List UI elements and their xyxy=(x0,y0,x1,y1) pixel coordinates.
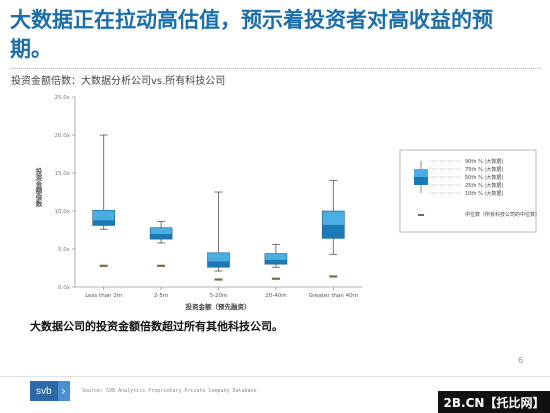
median-marker-all-tech xyxy=(214,278,223,281)
box-outline xyxy=(264,253,288,265)
box-outline xyxy=(92,209,115,226)
box-upper-quartile xyxy=(150,227,173,234)
x-tick-label: Greater than 40m xyxy=(309,293,358,299)
footer-divider xyxy=(0,376,550,377)
chart-boxes xyxy=(92,134,345,281)
box-upper-quartile xyxy=(322,211,345,225)
page-number: 6 xyxy=(518,356,524,365)
logo-arrow-icon: › xyxy=(57,381,70,401)
median-marker-all-tech xyxy=(271,277,280,280)
median-marker-all-tech xyxy=(329,275,338,278)
x-tick-label: Less than 2m xyxy=(85,293,122,299)
box-outline xyxy=(321,210,345,239)
legend-frame xyxy=(399,149,537,233)
y-tick-label: 15.0x xyxy=(54,171,70,177)
source-note: Source: SVB Analytics Proprietary Privat… xyxy=(82,388,257,394)
svb-logo: svb › xyxy=(30,381,70,401)
y-tick-label: 25.0x xyxy=(54,95,70,101)
legend-item-label: 90th % (大数据) xyxy=(465,158,503,165)
y-axis-label: 投资金额倍数 xyxy=(34,167,43,209)
legend-item-label: 中位数（所有科技公司的中位数） xyxy=(465,211,540,218)
legend-item-label: 50th % (大数据) xyxy=(465,174,503,181)
box-lower-quartile xyxy=(92,220,115,226)
legend-item-label: 75th % (大数据) xyxy=(465,166,503,173)
chart-legend: 90th % (大数据)75th % (大数据)50th % (大数据)25th… xyxy=(399,149,540,233)
legend-item-label: 10th % (大数据) xyxy=(465,190,503,197)
y-tick-label: 0.0x xyxy=(58,285,71,291)
legend-item-label: 25th % (大数据) xyxy=(465,182,503,189)
y-tick-label: 10.0x xyxy=(54,209,70,215)
median-marker-all-tech xyxy=(157,264,166,267)
box-lower-quartile xyxy=(207,261,230,268)
page-title: 大数据正在拉动高估值，预示着投资者对高收益的预期。 xyxy=(10,8,493,61)
box-lower-quartile xyxy=(150,233,173,240)
median-marker-all-tech xyxy=(99,264,108,267)
box-lower-quartile xyxy=(322,224,345,239)
legend-box-lower xyxy=(414,177,428,185)
box-outline xyxy=(207,252,230,268)
chart-axes: 0.0x 5.0x 10.0x 15.0x 20.0x 25.0x 投资金额倍数投资金额（预… xyxy=(34,95,362,311)
logo-text: svb xyxy=(30,381,58,401)
title-divider xyxy=(10,68,540,69)
legend-median-marker xyxy=(418,214,424,216)
y-tick-label: 5.0x xyxy=(58,247,71,253)
box-outline xyxy=(149,227,173,240)
legend-box-upper xyxy=(414,169,428,177)
x-tick-label: 5-20m xyxy=(210,293,228,299)
box-lower-quartile xyxy=(264,259,287,265)
box-upper-quartile xyxy=(207,252,230,262)
y-tick-label: 20.0x xyxy=(54,133,70,139)
x-tick-label: 20-40m xyxy=(265,293,286,299)
box-upper-quartile xyxy=(264,253,287,260)
chart-subtitle: 投资金额倍数：大数据分析公司vs.所有科技公司 xyxy=(11,76,226,87)
conclusion-text: 大数据公司的投资金额倍数超过所有其他科技公司。 xyxy=(30,320,283,333)
watermark-badge: 2B.CN【托比网】 xyxy=(438,391,550,413)
box-upper-quartile xyxy=(92,210,115,221)
x-axis-label: 投资金额（预先融资） xyxy=(186,302,251,311)
x-tick-label: 2-5m xyxy=(154,293,168,299)
